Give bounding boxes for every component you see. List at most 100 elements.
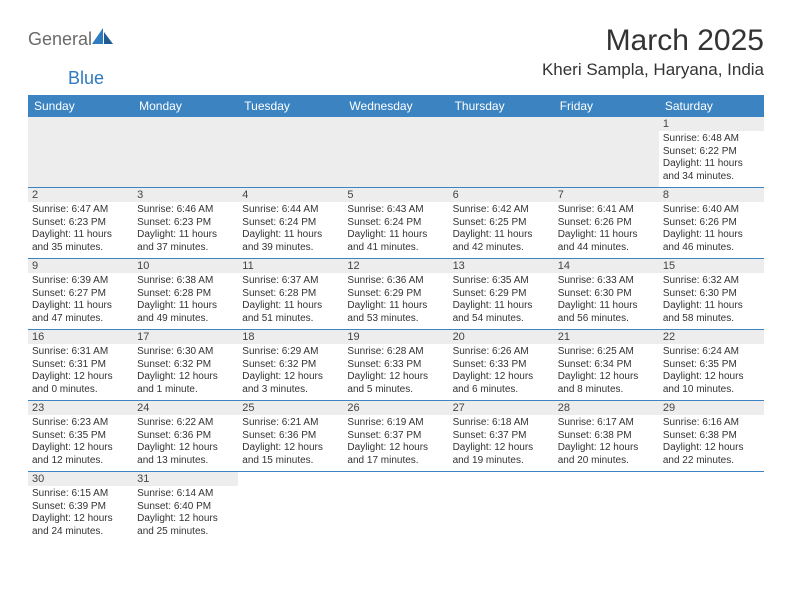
calendar-day-cell: 2Sunrise: 6:47 AMSunset: 6:23 PMDaylight… xyxy=(28,188,133,258)
calendar-day-cell: 8Sunrise: 6:40 AMSunset: 6:26 PMDaylight… xyxy=(659,188,764,258)
sunset-line: Sunset: 6:23 PM xyxy=(32,217,129,230)
calendar-row: 1Sunrise: 6:48 AMSunset: 6:22 PMDaylight… xyxy=(28,117,764,188)
sunset-line: Sunset: 6:34 PM xyxy=(558,359,655,372)
calendar-day-cell: 23Sunrise: 6:23 AMSunset: 6:35 PMDayligh… xyxy=(28,401,133,471)
calendar-empty-cell xyxy=(343,472,448,542)
calendar-header-cell: Friday xyxy=(554,95,659,117)
calendar-day-cell: 27Sunrise: 6:18 AMSunset: 6:37 PMDayligh… xyxy=(449,401,554,471)
calendar-header-cell: Monday xyxy=(133,95,238,117)
day-number: 16 xyxy=(28,330,133,344)
sunrise-line: Sunrise: 6:37 AM xyxy=(242,275,339,288)
calendar-empty-cell xyxy=(554,117,659,187)
calendar-empty-cell xyxy=(343,117,448,187)
daylight-line: Daylight: 12 hours and 24 minutes. xyxy=(32,513,129,538)
daylight-line: Daylight: 12 hours and 13 minutes. xyxy=(137,442,234,467)
calendar-day-cell: 7Sunrise: 6:41 AMSunset: 6:26 PMDaylight… xyxy=(554,188,659,258)
day-number: 24 xyxy=(133,401,238,415)
brand-part2: Blue xyxy=(68,68,104,88)
daylight-line: Daylight: 12 hours and 15 minutes. xyxy=(242,442,339,467)
sail-icon xyxy=(92,28,114,51)
sunrise-line: Sunrise: 6:42 AM xyxy=(453,204,550,217)
title-block: March 2025 Kheri Sampla, Haryana, India xyxy=(542,24,764,80)
daylight-line: Daylight: 11 hours and 47 minutes. xyxy=(32,300,129,325)
sunrise-line: Sunrise: 6:40 AM xyxy=(663,204,760,217)
sunset-line: Sunset: 6:25 PM xyxy=(453,217,550,230)
sunrise-line: Sunrise: 6:36 AM xyxy=(347,275,444,288)
sunset-line: Sunset: 6:28 PM xyxy=(137,288,234,301)
calendar-day-cell: 28Sunrise: 6:17 AMSunset: 6:38 PMDayligh… xyxy=(554,401,659,471)
daylight-line: Daylight: 11 hours and 41 minutes. xyxy=(347,229,444,254)
day-number: 19 xyxy=(343,330,448,344)
day-number: 20 xyxy=(449,330,554,344)
sunset-line: Sunset: 6:30 PM xyxy=(558,288,655,301)
day-number: 27 xyxy=(449,401,554,415)
calendar-page: General March 2025 Kheri Sampla, Haryana… xyxy=(0,0,792,554)
daylight-line: Daylight: 11 hours and 44 minutes. xyxy=(558,229,655,254)
calendar-header-cell: Tuesday xyxy=(238,95,343,117)
daylight-line: Daylight: 12 hours and 3 minutes. xyxy=(242,371,339,396)
sunset-line: Sunset: 6:33 PM xyxy=(453,359,550,372)
day-number: 17 xyxy=(133,330,238,344)
sunrise-line: Sunrise: 6:31 AM xyxy=(32,346,129,359)
day-number: 7 xyxy=(554,188,659,202)
sunset-line: Sunset: 6:32 PM xyxy=(137,359,234,372)
calendar-day-cell: 24Sunrise: 6:22 AMSunset: 6:36 PMDayligh… xyxy=(133,401,238,471)
sunset-line: Sunset: 6:36 PM xyxy=(242,430,339,443)
daylight-line: Daylight: 11 hours and 46 minutes. xyxy=(663,229,760,254)
calendar-day-cell: 30Sunrise: 6:15 AMSunset: 6:39 PMDayligh… xyxy=(28,472,133,542)
page-title: March 2025 xyxy=(542,24,764,58)
sunset-line: Sunset: 6:35 PM xyxy=(663,359,760,372)
calendar-day-cell: 12Sunrise: 6:36 AMSunset: 6:29 PMDayligh… xyxy=(343,259,448,329)
sunrise-line: Sunrise: 6:47 AM xyxy=(32,204,129,217)
calendar-row: 16 Sunrise: 6:31 AMSunset: 6:31 PM Dayligh… xyxy=(28,330,764,401)
calendar-empty-cell xyxy=(449,472,554,542)
calendar-header-cell: Thursday xyxy=(449,95,554,117)
day-number: 23 xyxy=(28,401,133,415)
day-number: 14 xyxy=(554,259,659,273)
daylight-line: Daylight: 12 hours and 20 minutes. xyxy=(558,442,655,467)
day-number: 9 xyxy=(28,259,133,273)
sunset-line: Sunset: 6:23 PM xyxy=(137,217,234,230)
daylight-line: Daylight: 12 hours and 10 minutes. xyxy=(663,371,760,396)
calendar-row: 30Sunrise: 6:15 AMSunset: 6:39 PMDayligh… xyxy=(28,472,764,542)
daylight-line: Daylight: 12 hours and 12 minutes. xyxy=(32,442,129,467)
sunset-line: Sunset: 6:24 PM xyxy=(242,217,339,230)
calendar-header-cell: Wednesday xyxy=(343,95,448,117)
daylight-line: Daylight: 11 hours and 39 minutes. xyxy=(242,229,339,254)
day-number: 11 xyxy=(238,259,343,273)
day-number: 10 xyxy=(133,259,238,273)
sunset-line: Sunset: 6:37 PM xyxy=(347,430,444,443)
calendar-day-cell: 20Sunrise: 6:26 AMSunset: 6:33 PMDayligh… xyxy=(449,330,554,400)
sunset-line: Sunset: 6:31 PM xyxy=(32,359,129,372)
day-number: 2 xyxy=(28,188,133,202)
brand-logo: General xyxy=(28,28,116,51)
calendar-empty-cell xyxy=(238,117,343,187)
sunset-line: Sunset: 6:38 PM xyxy=(558,430,655,443)
daylight-line: Daylight: 12 hours and 6 minutes. xyxy=(453,371,550,396)
day-number: 29 xyxy=(659,401,764,415)
sunset-line: Sunset: 6:35 PM xyxy=(32,430,129,443)
calendar-header-row: SundayMondayTuesdayWednesdayThursdayFrid… xyxy=(28,95,764,117)
day-number: 6 xyxy=(449,188,554,202)
sunrise-line: Sunrise: 6:16 AM xyxy=(663,417,760,430)
calendar-row: 23Sunrise: 6:23 AMSunset: 6:35 PMDayligh… xyxy=(28,401,764,472)
calendar-empty-cell xyxy=(449,117,554,187)
daylight-line: Daylight: 12 hours and 19 minutes. xyxy=(453,442,550,467)
sunrise-line: Sunrise: 6:39 AM xyxy=(32,275,129,288)
sunrise-line: Sunrise: 6:17 AM xyxy=(558,417,655,430)
sunset-line: Sunset: 6:38 PM xyxy=(663,430,760,443)
sunset-line: Sunset: 6:28 PM xyxy=(242,288,339,301)
calendar-empty-cell xyxy=(238,472,343,542)
day-number: 1 xyxy=(659,117,764,131)
sunset-line: Sunset: 6:29 PM xyxy=(453,288,550,301)
sunset-line: Sunset: 6:30 PM xyxy=(663,288,760,301)
calendar-row: 2Sunrise: 6:47 AMSunset: 6:23 PMDaylight… xyxy=(28,188,764,259)
daylight-line: Daylight: 12 hours and 5 minutes. xyxy=(347,371,444,396)
calendar-day-cell: 22Sunrise: 6:24 AMSunset: 6:35 PMDayligh… xyxy=(659,330,764,400)
day-number: 5 xyxy=(343,188,448,202)
day-number: 30 xyxy=(28,472,133,486)
calendar-day-cell: 3Sunrise: 6:46 AMSunset: 6:23 PMDaylight… xyxy=(133,188,238,258)
day-number: 15 xyxy=(659,259,764,273)
sunrise-line: Sunrise: 6:32 AM xyxy=(663,275,760,288)
calendar-day-cell: 4Sunrise: 6:44 AMSunset: 6:24 PMDaylight… xyxy=(238,188,343,258)
